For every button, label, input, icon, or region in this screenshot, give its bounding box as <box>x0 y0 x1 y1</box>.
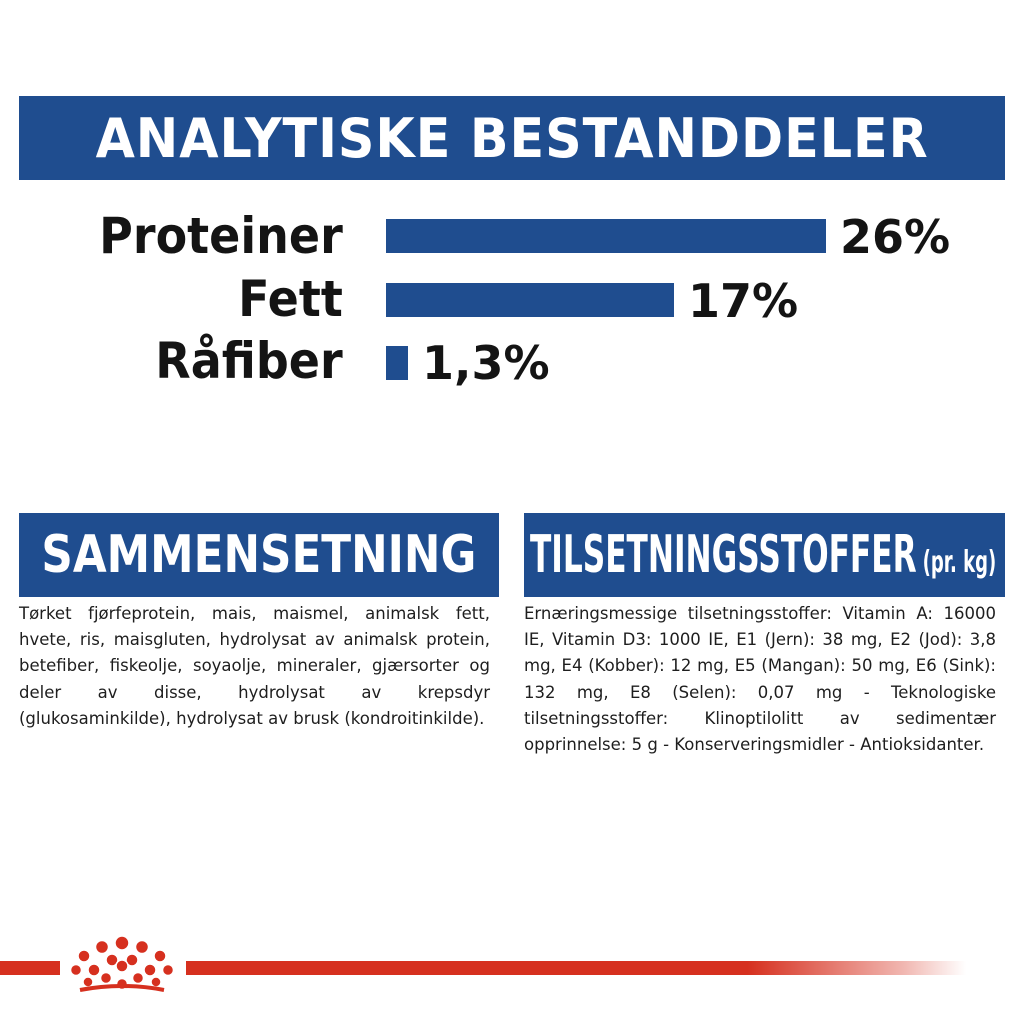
footer-line-left <box>0 961 60 975</box>
nutrient-label-protein: Proteiner <box>99 207 343 265</box>
nutrient-bar-protein <box>386 219 826 253</box>
additives-heading: TILSETNINGSSTOFFER <box>530 525 917 585</box>
nutrient-label-fat: Fett <box>238 270 343 328</box>
analytical-heading: ANALYTISKE BESTANDDELER <box>95 106 929 170</box>
nutrient-value-fiber: 1,3% <box>422 336 550 390</box>
nutrient-label-fiber: Råfiber <box>155 332 343 390</box>
composition-heading-banner: SAMMENSETNING <box>19 513 499 597</box>
additives-text: Ernæringsmessige tilsetningsstoffer: Vit… <box>524 604 996 755</box>
additives-heading-banner: TILSETNINGSSTOFFER (pr. kg) <box>524 513 1005 597</box>
nutrient-bar-fat <box>386 283 674 317</box>
analytical-heading-banner: ANALYTISKE BESTANDDELER <box>19 96 1005 180</box>
composition-heading: SAMMENSETNING <box>41 525 477 585</box>
nutrient-value-fat: 17% <box>688 274 799 328</box>
crown-icon <box>69 935 175 992</box>
footer-line <box>186 961 966 975</box>
nutrient-value-protein: 26% <box>840 210 951 264</box>
nutrient-bar-fiber <box>386 346 408 380</box>
composition-text: Tørket fjørfeprotein, mais, maismel, ani… <box>19 604 490 728</box>
additives-heading-unit: (pr. kg) <box>922 545 997 580</box>
